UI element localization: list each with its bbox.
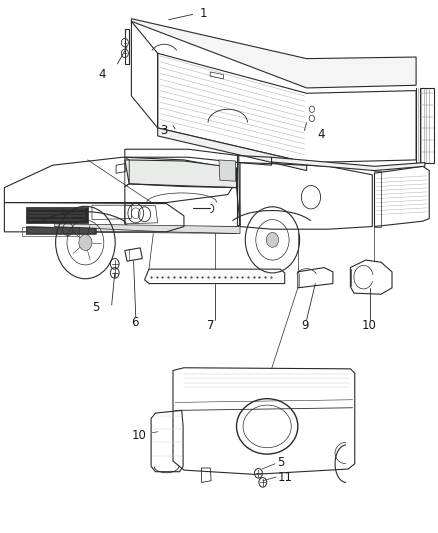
Circle shape [79,235,92,251]
Polygon shape [272,157,425,171]
Text: 3: 3 [160,124,167,137]
Polygon shape [219,160,236,181]
Polygon shape [26,227,96,235]
Text: 9: 9 [301,319,309,332]
Polygon shape [55,224,240,233]
Polygon shape [131,19,416,88]
Text: 7: 7 [207,319,214,332]
Text: 5: 5 [92,301,99,314]
Text: 6: 6 [131,316,139,329]
Text: 10: 10 [362,319,377,332]
Polygon shape [26,207,88,223]
Polygon shape [158,128,307,171]
Text: 11: 11 [278,471,293,483]
Text: 4: 4 [99,68,106,81]
Text: 5: 5 [277,456,284,469]
Text: 10: 10 [131,429,146,442]
Text: 1: 1 [199,7,207,20]
Polygon shape [125,160,237,188]
Circle shape [266,232,279,247]
Text: 4: 4 [318,128,325,141]
